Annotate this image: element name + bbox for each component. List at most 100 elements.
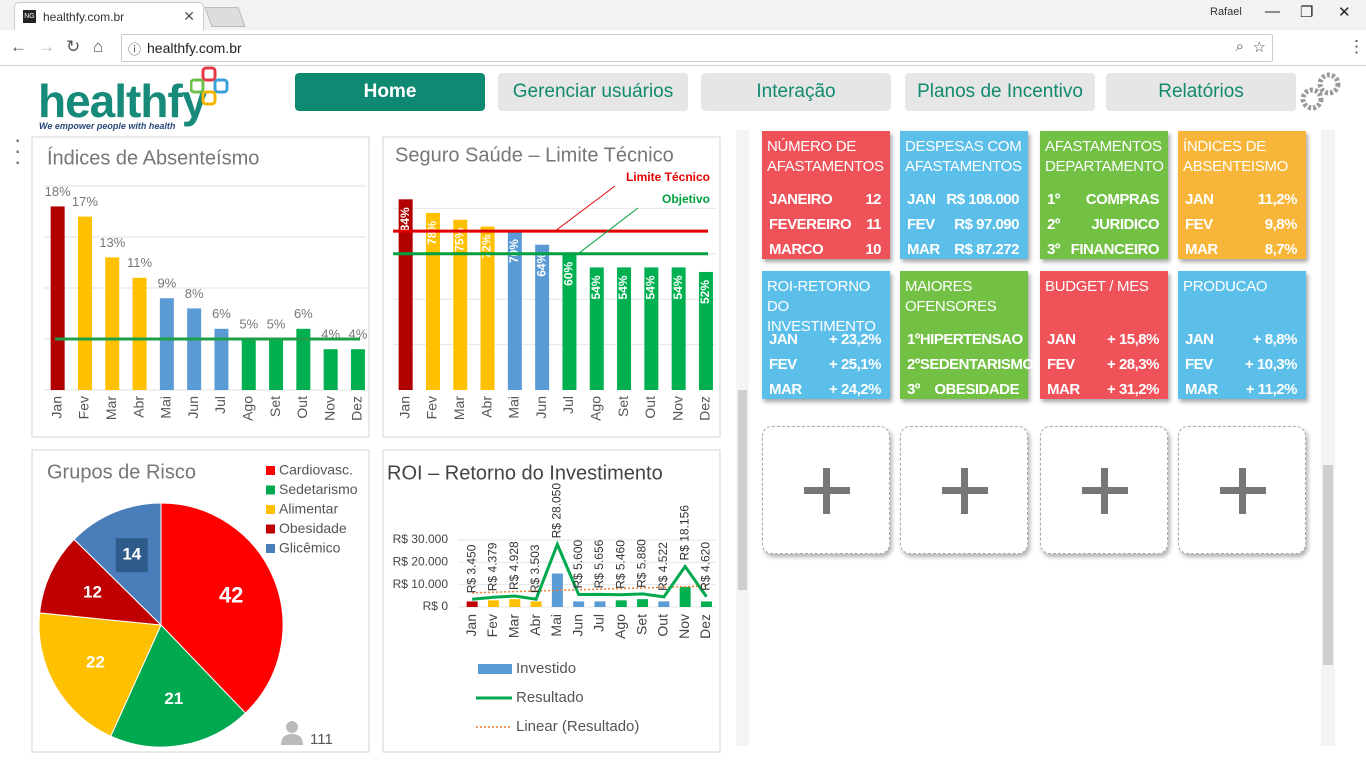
bar (296, 328, 311, 390)
user-name[interactable]: Rafael (1210, 6, 1242, 18)
x-tick-label: Abr (130, 396, 146, 418)
reload[interactable]: ↻ (66, 37, 81, 56)
tab-close[interactable]: ✕ (183, 8, 195, 24)
bar (269, 339, 284, 390)
url: healthfy.com.br (147, 40, 242, 56)
card-row: FEV + 28,3% (1045, 352, 1163, 377)
chart-title: Seguro Saúde – Limite Técnico (395, 144, 674, 166)
add-widget[interactable] (1178, 426, 1306, 554)
card-title: DESPESAS COM AFASTAMENTOS (905, 138, 1022, 175)
x-tick-label: Mar (451, 396, 467, 420)
add-widget[interactable] (900, 426, 1028, 554)
kpi-card[interactable]: BUDGET / MES JAN + 15,8% FEV + 28,3% MAR + 31,… (1040, 271, 1168, 399)
x-tick-label: Fev (424, 396, 440, 419)
legend-swatch (266, 505, 275, 514)
kpi-card[interactable]: MAIORES OFENSORES 1º HIPERTENSAO 2º SEDENTAR… (900, 271, 1034, 399)
forward[interactable]: → (38, 37, 55, 56)
value-label: 52% (698, 280, 712, 304)
omnibox[interactable]: ⓘ healthfy.com.br ⌕ ☆ (121, 34, 1273, 62)
close[interactable]: ✕ (1338, 4, 1351, 21)
bar (535, 244, 550, 390)
legend-label: Alimentar (279, 501, 338, 517)
card-row: JAN R$ 108.000 (905, 187, 1023, 212)
scrollbar[interactable] (1321, 130, 1335, 746)
legend-label: Cardiovasc. (279, 462, 353, 478)
x-tick-label: Nov (669, 396, 685, 421)
card-title: BUDGET / MES (1045, 278, 1149, 295)
card-title: MAIORES OFENSORES (905, 278, 997, 315)
maximize[interactable]: ❐ (1300, 4, 1314, 21)
gear (1300, 87, 1324, 111)
card-key: MARCO (769, 241, 824, 258)
x-tick-label: Dez (697, 614, 713, 639)
card-row: JAN + 15,8% (1045, 327, 1163, 352)
kpi-card[interactable]: AFASTAMENTOS DEPARTAMENTO 1º COMPRAS 2º JURI… (1040, 131, 1168, 259)
card-title: PRODUCAO (1183, 278, 1268, 295)
scrollbar[interactable] (736, 130, 749, 746)
bar (507, 231, 522, 390)
card-row: FEV 9,8% (1183, 212, 1301, 237)
logo[interactable]: healthfy (38, 75, 207, 127)
add-widget[interactable] (762, 426, 890, 554)
settings-icon[interactable] (1298, 70, 1348, 115)
value-label: R$ 4.379 (486, 542, 500, 591)
x-tick-label: Jan (48, 396, 64, 419)
bar (159, 298, 174, 390)
bar (77, 216, 92, 390)
x-tick-label: Jul (560, 396, 576, 414)
minimize[interactable]: — (1265, 3, 1280, 20)
x-tick-label: Fev (76, 396, 92, 419)
nav-button[interactable]: Relatórios (1106, 73, 1296, 111)
card-key: 2º (907, 356, 920, 373)
card-value: + 23,2% (829, 331, 881, 348)
x-tick-label: Out (294, 396, 310, 419)
back[interactable]: ← (10, 37, 27, 56)
nav-button[interactable]: Planos de Incentivo (905, 73, 1095, 111)
legend-swatch (266, 544, 275, 553)
value-label: 64% (534, 252, 548, 276)
menu[interactable]: ⋮ (1348, 37, 1365, 56)
kpi-card[interactable]: ÍNDICES DE ABSENTEISMO JAN 11,2% FEV 9,8% MAR… (1178, 131, 1306, 259)
value-label: R$ 4.522 (656, 542, 670, 591)
bar (644, 267, 659, 390)
value-label: 8% (185, 286, 204, 301)
value-label: R$ 4.620 (699, 542, 713, 591)
side-menu[interactable]: · · · (14, 127, 22, 174)
home[interactable]: ⌂ (93, 37, 104, 56)
nav-button[interactable]: Interação (701, 73, 891, 111)
bar (509, 599, 521, 607)
kpi-card[interactable]: NÚMERO DE AFASTAMENTOS JANEIRO 12 FEVEREIRO… (762, 131, 890, 259)
y-tick-label: R$ 0 (423, 599, 449, 613)
x-tick-label: Out (642, 396, 658, 419)
card-key: FEV (769, 356, 797, 373)
kpi-card[interactable]: DESPESAS COM AFASTAMENTOS JAN R$ 108.000 FE… (900, 131, 1028, 259)
gear (1317, 72, 1341, 96)
tagline: We empower people with health (39, 121, 176, 131)
value-label: 78% (425, 221, 439, 245)
scroll-thumb[interactable] (738, 390, 747, 590)
slice-label: 14 (122, 545, 141, 564)
zoom[interactable]: ⌕ (1235, 38, 1244, 55)
kpi-card[interactable]: ROI-RETORNO DO INVESTIMENTO JAN + 23,2% FEV… (762, 271, 890, 399)
x-tick-label: Set (615, 396, 631, 417)
plus-bar (961, 468, 968, 514)
bookmark[interactable]: ☆ (1252, 39, 1266, 56)
card-value: COMPRAS (1085, 191, 1160, 208)
card-row: MAR R$ 87.272 (905, 237, 1023, 262)
tab[interactable]: NG healthfy.com.br ✕ (14, 2, 204, 31)
value-label: 9% (157, 276, 176, 291)
value-label: 84% (398, 207, 412, 231)
legend-swatch (266, 524, 275, 534)
card-row: MAR + 24,2% (767, 377, 885, 402)
legend-swatch (478, 664, 512, 674)
add-widget[interactable] (1040, 426, 1168, 554)
card-row: 3º FINANCEIRO (1045, 237, 1163, 262)
nav-button[interactable]: Home (295, 73, 485, 111)
y-tick-label: R$ 30.000 (393, 532, 449, 546)
card-value: 11,2% (1257, 191, 1298, 208)
kpi-card[interactable]: PRODUCAO JAN + 8,8% FEV + 10,3% MAR + 11,2% (1178, 271, 1306, 399)
bar (398, 199, 413, 390)
scroll-thumb[interactable] (1323, 465, 1333, 665)
value-label: 75% (452, 227, 466, 251)
nav-button[interactable]: Gerenciar usuários (498, 73, 688, 111)
